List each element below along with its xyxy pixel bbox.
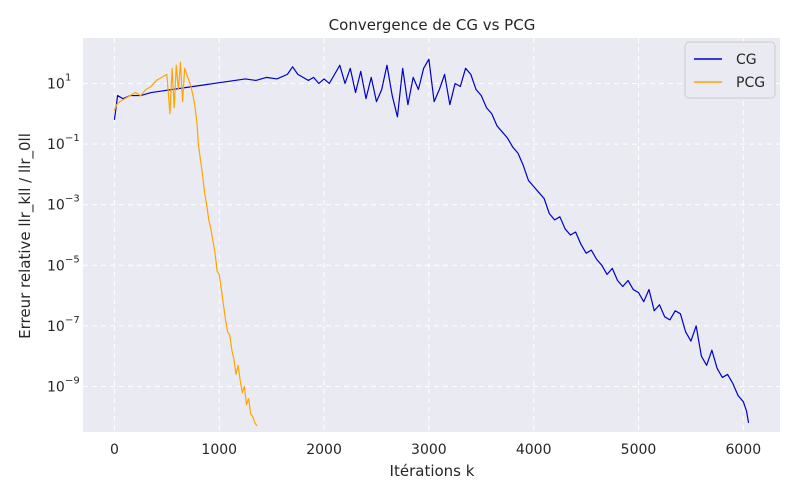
legend: CG PCG (684, 41, 776, 99)
y-tick-label: 10 −7 (47, 315, 80, 335)
plot-area (83, 38, 780, 432)
x-tick-label: 1000 (201, 442, 237, 458)
y-tick-exponent: −7 (65, 315, 80, 326)
y-tick-label: 10 −9 (47, 376, 80, 396)
y-axis-title: Erreur relative llr_kll / llr_0ll (16, 133, 35, 339)
x-tick-label: 5000 (621, 442, 657, 458)
legend-box (684, 41, 776, 99)
y-tick-base: 10 (47, 258, 65, 274)
y-tick-base: 10 (47, 319, 65, 335)
x-tick-label: 6000 (725, 442, 761, 458)
y-tick-exponent: −5 (65, 254, 80, 265)
series-line-cg (113, 58, 750, 424)
y-tick-base: 10 (47, 198, 65, 214)
y-tick-exponent: −9 (65, 376, 80, 387)
y-tick-label: 10 −5 (47, 254, 80, 274)
y-tick-base: 10 (47, 137, 65, 153)
y-tick-label: 10 −3 (47, 194, 80, 214)
x-tick-label: 2000 (306, 442, 342, 458)
legend-label-pcg: PCG (736, 75, 765, 91)
x-tick-label: 4000 (516, 442, 552, 458)
x-tick-label: 3000 (411, 442, 447, 458)
y-tick-exponent: 1 (65, 72, 71, 83)
y-tick-base: 10 (47, 76, 65, 92)
y-tick-label: 10 −1 (47, 133, 80, 153)
y-tick-exponent: −3 (65, 194, 80, 205)
y-tick-exponent: −1 (65, 133, 80, 144)
y-tick-base: 10 (47, 380, 65, 396)
x-axis-title: Itérations k (390, 462, 475, 480)
legend-label-cg: CG (736, 52, 757, 68)
x-tick-label: 0 (110, 442, 119, 458)
grid-layer (83, 38, 780, 432)
series-line-pcg (113, 61, 258, 427)
chart-title: Convergence de CG vs PCG (329, 16, 536, 34)
y-tick-label: 10 1 (47, 72, 71, 92)
series-layer (113, 58, 750, 427)
